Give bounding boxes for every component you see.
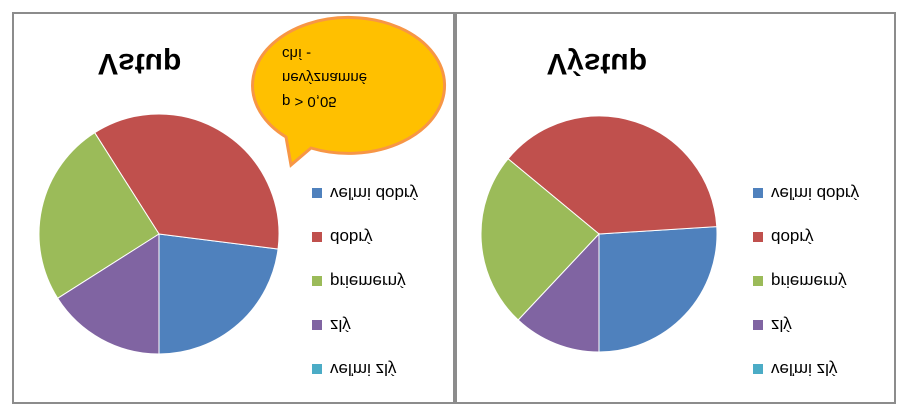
legend-label-1-0: veľmi dobrý (771, 184, 860, 203)
legend-swatch-0-0 (312, 188, 322, 198)
legend-swatch-1-1 (753, 232, 763, 242)
legend-label-0-0: veľmi dobrý (330, 184, 419, 203)
pie-slice-1-2 (480, 158, 600, 321)
legend-swatch-1-0 (753, 188, 763, 198)
callout-shape (251, 15, 446, 168)
legend-swatch-0-1 (312, 232, 322, 242)
pie-slice-1-0 (598, 226, 718, 353)
legend-label-1-3: zlý (771, 316, 792, 335)
chart-panel-vystup: veľmi dobrý dobrý priemerný zlý veľmi zlý Vý… (455, 12, 896, 404)
legend-label-1-1: dobrý (771, 228, 814, 247)
pie-slice-0-2 (38, 131, 160, 299)
legend-label-0-3: zlý (330, 316, 351, 335)
chart-title-vystup: Výstup (547, 47, 648, 80)
pie-chart-vstup (38, 113, 280, 355)
pie-slice-1-3 (517, 232, 600, 353)
legend-swatch-1-2 (753, 276, 763, 286)
callout-bubble (251, 15, 446, 168)
pie-slice-0-0 (158, 233, 279, 355)
legend-label-0-4: veľmi zlý (330, 360, 397, 379)
legend-swatch-0-3 (312, 320, 322, 330)
pie-chart-vystup (480, 115, 718, 353)
pie-slice-0-1 (94, 113, 280, 250)
chart-title-vstup: Vstup (98, 47, 182, 80)
legend-swatch-0-2 (312, 276, 322, 286)
chart-panel-vstup: veľmi dobrý dobrý priemerný zlý veľmi zlý Vs… (12, 12, 455, 404)
pie-slice-1-1 (507, 115, 718, 235)
callout-line-test: chí - (282, 45, 312, 62)
callout-line-significance: nevýznamné (282, 69, 368, 86)
legend-label-1-2: priemerný (771, 272, 847, 291)
legend-swatch-0-4 (312, 364, 322, 374)
legend-label-1-4: veľmi zlý (771, 360, 838, 379)
legend-swatch-1-4 (753, 364, 763, 374)
legend-swatch-1-3 (753, 320, 763, 330)
callout-line-p: p > 0,05 (282, 93, 337, 110)
legend-label-0-1: dobrý (330, 228, 373, 247)
pie-slice-0-3 (56, 233, 160, 355)
legend-label-0-2: priemerný (330, 272, 406, 291)
